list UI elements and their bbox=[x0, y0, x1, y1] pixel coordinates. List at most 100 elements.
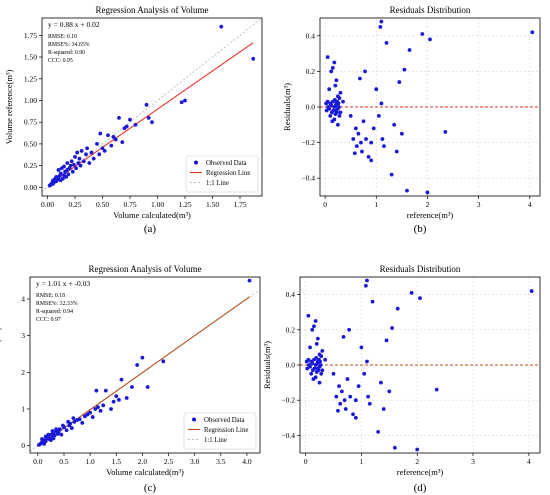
data-point bbox=[74, 166, 78, 171]
data-point bbox=[342, 398, 347, 403]
legend-entry: Observed Data bbox=[206, 160, 247, 167]
data-point bbox=[381, 407, 386, 411]
data-point bbox=[325, 55, 330, 60]
data-point bbox=[338, 401, 343, 406]
data-point bbox=[363, 69, 367, 74]
data-point bbox=[183, 98, 187, 103]
data-point bbox=[334, 108, 339, 113]
x-tick-label: 0.75 bbox=[123, 200, 136, 209]
data-point bbox=[71, 416, 76, 421]
y-tick-label: 1.50 bbox=[24, 53, 37, 62]
data-point bbox=[135, 363, 140, 367]
legend: Observed Data Regression Line 1:1 Line bbox=[183, 412, 257, 450]
x-tick-label: 0.5 bbox=[59, 457, 69, 466]
data-point bbox=[334, 78, 339, 83]
x-tick-label: 4 bbox=[527, 457, 531, 466]
data-point bbox=[146, 115, 151, 120]
data-point bbox=[161, 359, 166, 364]
data-point bbox=[351, 412, 355, 417]
data-point bbox=[69, 426, 74, 430]
data-point bbox=[87, 161, 92, 165]
data-point bbox=[376, 114, 381, 118]
data-point bbox=[337, 384, 341, 389]
legend-entry: Observed Data bbox=[204, 417, 245, 424]
data-point bbox=[369, 158, 374, 163]
data-point bbox=[318, 363, 323, 367]
x-axis-label: Volume calculated(m³) bbox=[106, 467, 184, 477]
data-point bbox=[61, 423, 65, 428]
chart-title: Residuals Distribution bbox=[390, 5, 471, 15]
data-point bbox=[59, 432, 64, 437]
y-tick-label: 0.2 bbox=[306, 67, 316, 76]
chart-title: Regression Analysis of Volume bbox=[89, 264, 202, 274]
data-point bbox=[113, 137, 118, 142]
stats-line: y = 0.88 x + 0.02 bbox=[48, 20, 100, 29]
data-point bbox=[409, 290, 414, 295]
data-point bbox=[117, 115, 121, 120]
chart-title: Regression Analysis of Volume bbox=[96, 5, 209, 15]
data-point bbox=[310, 361, 315, 366]
data-point bbox=[314, 341, 319, 346]
y-tick-label: 4 bbox=[21, 295, 25, 304]
y-tick-label: 1.75 bbox=[24, 31, 37, 40]
data-point bbox=[353, 126, 358, 131]
x-tick-label: 2 bbox=[426, 200, 430, 209]
data-point bbox=[102, 148, 107, 153]
data-point bbox=[374, 87, 379, 92]
data-point bbox=[365, 359, 369, 364]
x-tick-label: 4.0 bbox=[242, 457, 252, 466]
data-point bbox=[314, 356, 319, 360]
chart-panel-a: 0.00 0.25 0.50 0.75 1.00 1.25 1.50 1.75 0.00 0.25… bbox=[4, 5, 263, 235]
data-point bbox=[313, 375, 318, 380]
data-point bbox=[69, 159, 74, 164]
data-point bbox=[77, 156, 82, 161]
x-axis-label: reference(m³) bbox=[407, 210, 454, 220]
panel-label: (a) bbox=[144, 223, 157, 235]
x-tick-label: 1 bbox=[374, 200, 378, 209]
data-point bbox=[354, 144, 359, 149]
data-point bbox=[145, 385, 150, 389]
data-point bbox=[376, 429, 381, 434]
data-point bbox=[529, 289, 534, 293]
data-point bbox=[356, 131, 361, 136]
data-point bbox=[360, 149, 364, 154]
data-point bbox=[434, 387, 439, 392]
data-point bbox=[362, 371, 367, 376]
data-point bbox=[103, 388, 108, 393]
data-point bbox=[101, 403, 106, 408]
data-point bbox=[94, 388, 99, 393]
y-tick-label: −0.4 bbox=[281, 431, 295, 440]
y-tick-label: −0.2 bbox=[281, 396, 295, 405]
y-axis-label: Residuals(m³) bbox=[282, 83, 292, 131]
stats-line: RMSE%: 34.65% bbox=[48, 42, 90, 48]
y-tick-label: 0.0 bbox=[286, 361, 296, 370]
data-point bbox=[312, 366, 317, 371]
data-point bbox=[347, 327, 352, 332]
plot-contents bbox=[30, 278, 260, 452]
stats-line: RMSE: 0.18 bbox=[36, 293, 65, 299]
data-point bbox=[353, 415, 358, 420]
data-point bbox=[150, 120, 154, 125]
y-tick-label: 0.50 bbox=[24, 139, 37, 148]
x-tick-label: 2.5 bbox=[164, 457, 174, 466]
y-tick-label: −0.2 bbox=[301, 138, 315, 147]
x-tick-label: 2.0 bbox=[138, 457, 148, 466]
data-point bbox=[100, 146, 105, 151]
plot-contents bbox=[300, 277, 540, 453]
data-point bbox=[247, 278, 252, 283]
data-point bbox=[46, 432, 51, 437]
data-point bbox=[68, 163, 73, 168]
data-point bbox=[109, 143, 114, 148]
data-point bbox=[336, 408, 340, 413]
y-tick-label: 0.0 bbox=[306, 103, 316, 112]
data-point bbox=[420, 32, 425, 36]
data-point bbox=[320, 349, 325, 353]
x-tick-label: 2 bbox=[415, 457, 419, 466]
x-axis-label: reference(m³) bbox=[397, 467, 444, 477]
data-point bbox=[305, 366, 310, 371]
data-point bbox=[382, 144, 386, 149]
data-point bbox=[331, 371, 336, 376]
data-point bbox=[370, 299, 375, 304]
y-tick-label: 0.00 bbox=[24, 183, 37, 192]
data-point bbox=[389, 172, 394, 177]
